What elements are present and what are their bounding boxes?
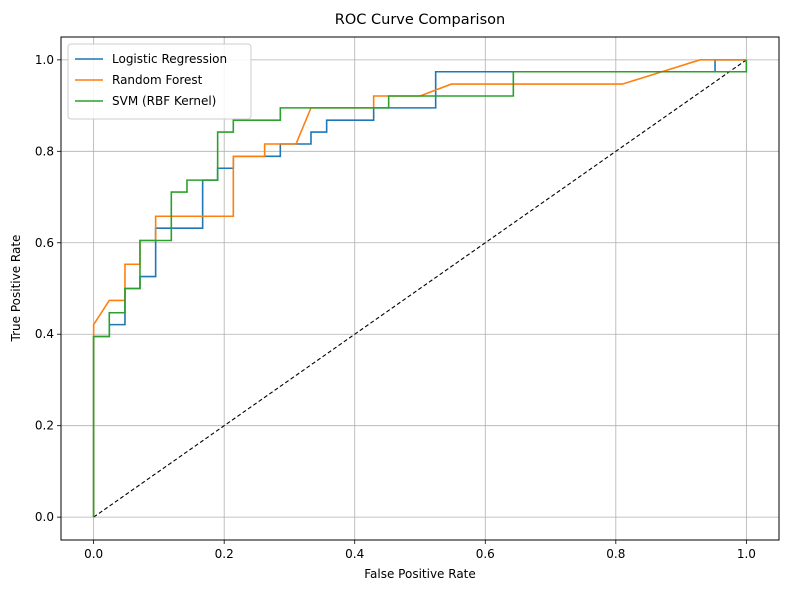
reference-diagonal-line [93, 59, 747, 518]
y-tick-label: 0.0 [35, 510, 54, 524]
plot-frame [60, 36, 780, 541]
y-tick-label: 0.2 [35, 419, 54, 433]
y-axis-title: True Positive Rate [9, 235, 23, 343]
legend-box [67, 43, 252, 120]
axis-ticks: 0.0 0.2 0.4 0.6 0.8 1.0 0.0 0.2 0.4 0.6 0.8 1.0 [35, 53, 756, 561]
y-tick-label: 0.4 [35, 327, 54, 341]
x-tick-label: 0.6 [476, 547, 495, 561]
y-tick-label: 0.8 [35, 144, 54, 158]
chart-title: ROC Curve Comparison [335, 12, 505, 28]
reference-line-group [93, 59, 747, 518]
legend: Logistic Regression Random Forest SVM (RBF… [67, 43, 252, 120]
x-axis-title: False Positive Rate [364, 567, 476, 581]
series-lines [92, 59, 748, 518]
series-line-2 [92, 59, 747, 518]
legend-label: Random Forest [112, 73, 203, 87]
x-tick-label: 1.0 [737, 547, 756, 561]
y-tick-label: 0.6 [35, 236, 54, 250]
x-tick-label: 0.8 [606, 547, 625, 561]
x-tick-label: 0.0 [84, 547, 103, 561]
y-tick-label: 1.0 [35, 53, 54, 67]
x-tick-label: 0.4 [345, 547, 364, 561]
legend-label: Logistic Regression [112, 52, 227, 66]
legend-label: SVM (RBF Kernel) [112, 94, 216, 108]
series-line-3 [92, 59, 748, 518]
x-tick-label: 0.2 [215, 547, 234, 561]
